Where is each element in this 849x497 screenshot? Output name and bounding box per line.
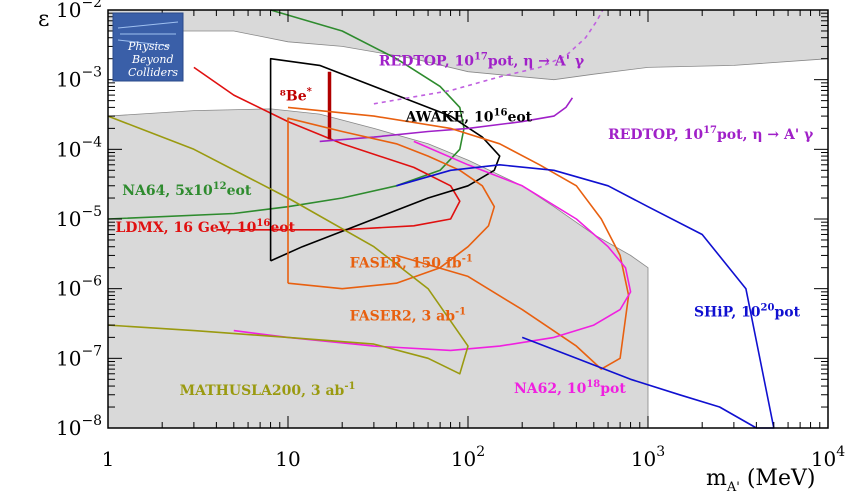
logo-line3: Colliders — [128, 66, 178, 79]
curve-label-tail: pot — [600, 381, 626, 397]
curve-label-sup: 20 — [761, 302, 775, 313]
x-tick-label-exp: 3 — [656, 444, 665, 460]
curve-label-7: FASER2, 3 ab-1 — [350, 306, 466, 324]
regions-layer — [107, 9, 829, 429]
series-line-7 — [287, 106, 630, 370]
curve-label-tail: eot — [227, 183, 252, 199]
y-tick-label: 10−4 — [56, 134, 102, 161]
curve-label-sup: 17 — [703, 125, 717, 136]
series-line-6 — [287, 117, 496, 290]
x-tick-label-exp: 4 — [836, 444, 845, 460]
logo-line1: Physics — [127, 40, 170, 53]
curve-label-tail: pot, η → A' γ — [488, 53, 585, 69]
series-line-9 — [396, 164, 775, 429]
curve-label-tail: pot, η → A' γ — [717, 127, 814, 143]
x-tick-label: 104 — [811, 444, 845, 471]
y-tick-label-exp: −6 — [81, 274, 102, 290]
curve-label-sup: 16 — [494, 108, 508, 119]
curve-label-1: ⁸Be* — [280, 87, 313, 105]
curve-label-8: SHiP, 1020pot — [694, 302, 801, 320]
curve-label-9: MATHUSLA200, 3 ab-1 — [180, 381, 356, 399]
series-line-10 — [107, 115, 469, 375]
curve-label-5: LDMX, 16 GeV, 1016eot — [115, 218, 295, 236]
curve-label-sup: 12 — [213, 181, 227, 192]
x-tick-label-exp: 2 — [476, 444, 485, 460]
curve-label-sup: -1 — [462, 254, 473, 265]
logo-background — [112, 12, 184, 82]
y-tick-label-exp: −2 — [81, 0, 102, 11]
y-tick-label: 10−8 — [56, 413, 102, 440]
logo-line2: Beyond — [131, 53, 174, 66]
curve-label-sup: -1 — [344, 381, 355, 392]
logo: Physics Beyond Colliders — [112, 12, 184, 82]
x-axis-title: mA' (MeV) — [706, 466, 815, 495]
x-axis-title-main: mA' (MeV) — [706, 466, 815, 495]
y-tick-label: 10−7 — [56, 343, 102, 370]
y-tick-label: 10−2 — [56, 0, 102, 22]
y-tick-label-exp: −8 — [81, 413, 102, 429]
y-tick-label-exp: −4 — [81, 134, 102, 150]
curve-label-3: REDTOP, 1017pot, η → A' γ — [608, 125, 814, 143]
curve-label-0: REDTOP, 1017pot, η → A' γ — [379, 51, 585, 69]
y-axis-title: ε — [38, 7, 49, 32]
curve-label-10: NA62, 1018pot — [514, 379, 626, 397]
ticks-layer: 1 10 102 103 104 10−8 10−7 10−6 10−5 10−4 10−3 10−2 — [56, 0, 845, 471]
curve-label-sup: -1 — [455, 306, 466, 317]
curves-layer — [107, 9, 775, 429]
x-tick-label: 102 — [451, 444, 485, 471]
x-tick-label: 10 — [275, 447, 300, 471]
y-tick-label: 10−6 — [56, 274, 102, 301]
y-tick-label: 10−5 — [56, 204, 102, 231]
curve-label-6: FASER, 150 fb-1 — [350, 254, 473, 272]
y-tick-label-exp: −7 — [81, 343, 102, 359]
curve-label-tail: eot — [270, 220, 295, 236]
y-tick-label-exp: −5 — [81, 204, 102, 220]
curve-label-sup: 16 — [256, 218, 270, 229]
y-tick-label-exp: −3 — [81, 65, 102, 81]
y-tick-label: 10−3 — [56, 65, 102, 92]
logo-lines-icon — [117, 21, 179, 47]
x-tick-label: 103 — [631, 444, 665, 471]
x-tick-label: 1 — [102, 447, 115, 471]
curve-label-4: NA64, 5x1012eot — [122, 181, 252, 199]
series-line-4 — [319, 97, 574, 143]
curve-label-tail: pot — [774, 304, 800, 320]
curve-label-2: AWAKE, 1016eot — [405, 108, 533, 126]
curve-label-sup: 18 — [586, 379, 600, 390]
series-line-8 — [233, 140, 632, 352]
curve-label-sup: * — [307, 87, 313, 98]
curve-label-sup: 17 — [474, 51, 488, 62]
series-line-5 — [373, 9, 604, 105]
series-line-3 — [269, 57, 501, 262]
curve-label-tail: eot — [507, 110, 532, 126]
upper-excluded-region — [107, 9, 829, 81]
